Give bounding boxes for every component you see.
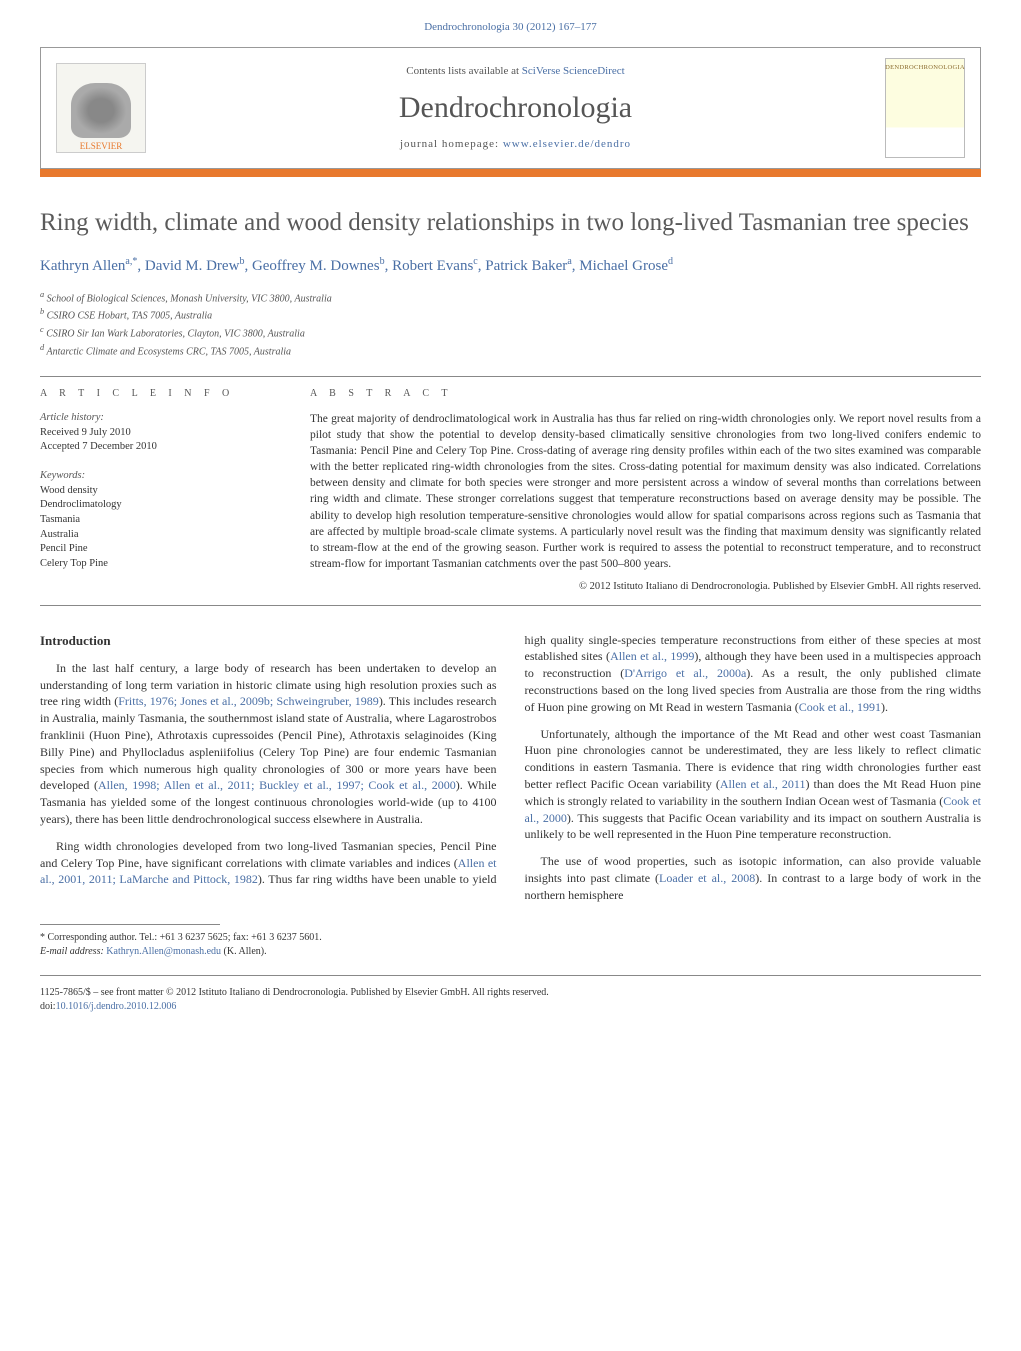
footnote-rule [40, 924, 220, 925]
email-label: E-mail address: [40, 946, 106, 957]
footnote-text: Corresponding author. Tel.: +61 3 6237 5… [48, 932, 322, 943]
journal-cover-thumbnail: DENDROCHRONOLOGIA [885, 58, 965, 158]
issn-copyright: 1125-7865/$ – see front matter © 2012 Is… [40, 987, 549, 998]
elsevier-tree-icon [71, 83, 131, 138]
article-info-column: a r t i c l e i n f o Article history: R… [40, 387, 280, 595]
contents-available-line: Contents lists available at SciVerse Sci… [146, 64, 885, 79]
contents-text: Contents lists available at [406, 65, 521, 77]
citation-link[interactable]: Allen, 1998; Allen et al., 2011; Buckley… [98, 778, 456, 792]
body-paragraph: In the last half century, a large body o… [40, 660, 497, 828]
body-text: ). This suggests that Pacific Ocean vari… [525, 811, 982, 842]
introduction-heading: Introduction [40, 632, 497, 650]
article-body: Introduction In the last half century, a… [40, 632, 981, 904]
email-suffix: (K. Allen). [221, 946, 267, 957]
footer-rule [40, 975, 981, 976]
affiliation-list: a School of Biological Sciences, Monash … [40, 289, 981, 360]
abstract-column: a b s t r a c t The great majority of de… [310, 387, 981, 595]
body-text: ). [881, 700, 888, 714]
citation-link[interactable]: Fritts, 1976; Jones et al., 2009b; Schwe… [118, 694, 379, 708]
author-list: Kathryn Allena,*, David M. Drewb, Geoffr… [40, 255, 981, 277]
citation-link[interactable]: D'Arrigo et al., 2000a [624, 666, 746, 680]
journal-title: Dendrochronologia [146, 87, 885, 129]
received-date: Received 9 July 2010 [40, 426, 280, 441]
affiliation-line: c CSIRO Sir Ian Wark Laboratories, Clayt… [40, 324, 981, 342]
affiliation-line: b CSIRO CSE Hobart, TAS 7005, Australia [40, 306, 981, 324]
keywords-list: Wood densityDendroclimatologyTasmaniaAus… [40, 484, 280, 572]
elsevier-logo-text: ELSEVIER [80, 140, 123, 153]
citation-link[interactable]: Cook et al., 1991 [799, 700, 881, 714]
brand-color-bar [40, 169, 981, 177]
footnote-marker: * [40, 932, 45, 943]
section-rule-bottom [40, 605, 981, 606]
section-rule-top [40, 376, 981, 377]
abstract-text: The great majority of dendroclimatologic… [310, 411, 981, 572]
affiliation-line: d Antarctic Climate and Ecosystems CRC, … [40, 342, 981, 360]
body-text: correlations with climate variables and … [226, 856, 458, 870]
article-info-heading: a r t i c l e i n f o [40, 387, 280, 401]
keyword-item: Celery Top Pine [40, 557, 280, 572]
cover-title-text: DENDROCHRONOLOGIA [885, 63, 965, 72]
citation-link[interactable]: Allen et al., 2011 [720, 777, 806, 791]
journal-homepage-line: journal homepage: www.elsevier.de/dendro [146, 137, 885, 152]
citation-link[interactable]: Allen et al., 1999 [610, 649, 694, 663]
citation-link[interactable]: Loader et al., 2008 [659, 871, 755, 885]
body-paragraph: Unfortunately, although the importance o… [525, 726, 982, 844]
keywords-label: Keywords: [40, 469, 280, 484]
abstract-copyright: © 2012 Istituto Italiano di Dendrocronol… [310, 580, 981, 595]
doi-link[interactable]: 10.1016/j.dendro.2010.12.006 [56, 1001, 177, 1012]
journal-header-box: ELSEVIER Contents lists available at Sci… [40, 47, 981, 169]
keyword-item: Wood density [40, 484, 280, 499]
sciencedirect-link[interactable]: SciVerse ScienceDirect [522, 65, 625, 77]
corresponding-author-footnote: * Corresponding author. Tel.: +61 3 6237… [40, 931, 981, 959]
footer-block: 1125-7865/$ – see front matter © 2012 Is… [40, 986, 981, 1014]
accepted-date: Accepted 7 December 2010 [40, 440, 280, 455]
article-title: Ring width, climate and wood density rel… [40, 207, 981, 238]
journal-reference: Dendrochronologia 30 (2012) 167–177 [40, 20, 981, 35]
keyword-item: Tasmania [40, 513, 280, 528]
author-email-link[interactable]: Kathryn.Allen@monash.edu [106, 946, 221, 957]
article-history-label: Article history: [40, 412, 104, 423]
elsevier-logo: ELSEVIER [56, 63, 146, 153]
keyword-item: Pencil Pine [40, 542, 280, 557]
keyword-item: Australia [40, 528, 280, 543]
homepage-label: journal homepage: [400, 138, 503, 150]
abstract-heading: a b s t r a c t [310, 387, 981, 401]
affiliation-line: a School of Biological Sciences, Monash … [40, 289, 981, 307]
body-paragraph: The use of wood properties, such as isot… [525, 853, 982, 903]
doi-label: doi: [40, 1001, 56, 1012]
keyword-item: Dendroclimatology [40, 498, 280, 513]
journal-homepage-link[interactable]: www.elsevier.de/dendro [503, 138, 631, 150]
